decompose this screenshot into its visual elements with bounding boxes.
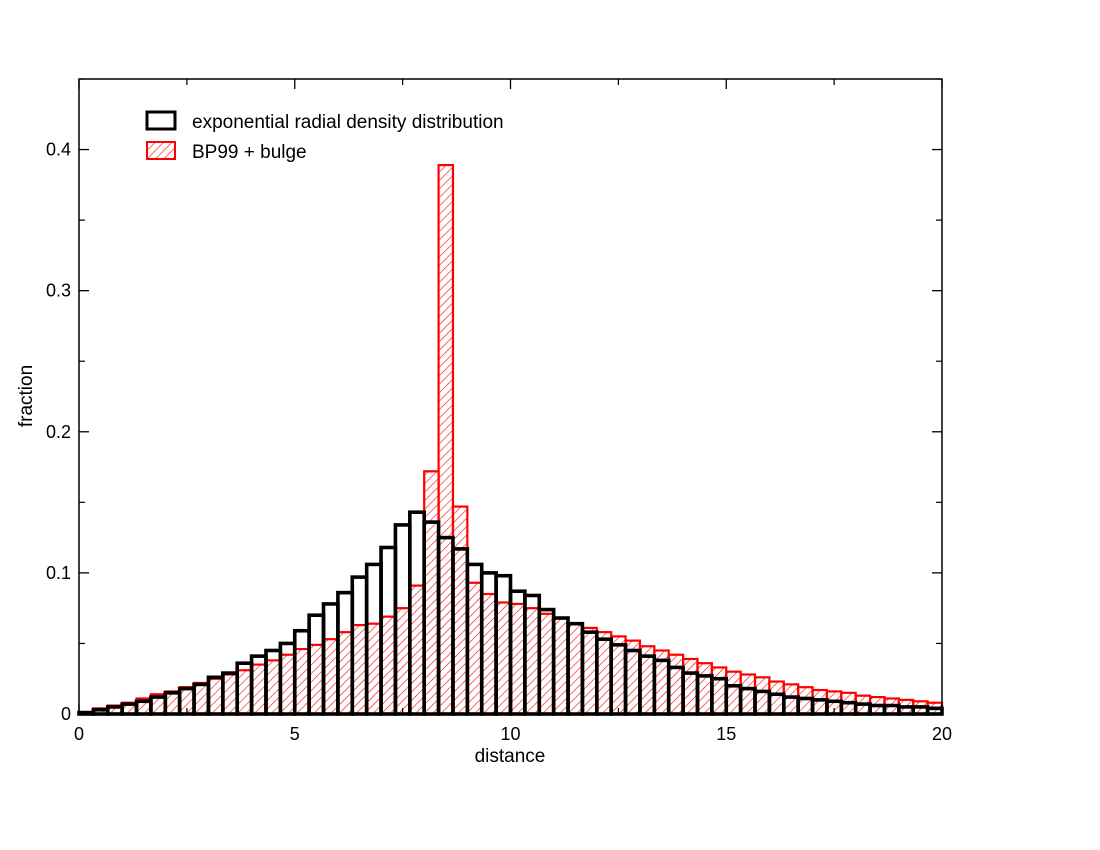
y-tick-label: 0.3 — [46, 281, 71, 301]
bp99-bar — [437, 163, 455, 716]
bp99-bar — [308, 643, 325, 716]
y-tick-label: 0.4 — [46, 140, 71, 160]
bp99-bar — [207, 677, 224, 716]
series-exponential-bars — [77, 510, 944, 716]
bp99-bar — [495, 601, 512, 716]
y-axis-label: fraction — [16, 365, 37, 427]
bp99-bar — [523, 607, 541, 716]
x-tick-label: 0 — [74, 724, 84, 744]
bp99-bar — [236, 669, 253, 716]
bp99-bar — [480, 592, 498, 716]
bp99-bar — [221, 673, 239, 716]
bp99-bar — [164, 690, 181, 716]
y-tick-label: 0.2 — [46, 422, 71, 442]
bp99-bar — [753, 676, 771, 716]
axis-ticks — [78, 78, 943, 715]
x-tick-label: 20 — [932, 724, 952, 744]
bp99-bar — [351, 623, 368, 716]
legend-swatch-exponential — [145, 110, 177, 131]
axis-tick-labels: 0 5 10 15 20 0 0.1 0.2 0.3 0.4 — [46, 140, 952, 744]
x-tick-label: 10 — [500, 724, 520, 744]
legend-label-bp99: BP99 + bulge — [192, 142, 307, 163]
bp99-bar — [365, 622, 383, 716]
bp99-bar — [667, 653, 685, 716]
bp99-bar — [768, 680, 785, 716]
bp99-bar — [739, 673, 757, 716]
bp99-bar — [725, 670, 742, 716]
bp99-bar — [595, 631, 613, 716]
bp99-bar — [250, 663, 268, 716]
bp99-bar — [538, 612, 555, 716]
bp99-bar — [451, 505, 469, 716]
x-axis-label: distance — [475, 746, 546, 767]
bp99-bar — [192, 681, 210, 716]
x-tick-label: 15 — [716, 724, 736, 744]
bp99-bar — [610, 635, 627, 716]
bp99-bar — [379, 615, 397, 716]
y-tick-label: 0 — [61, 704, 71, 724]
bp99-bar — [509, 602, 526, 716]
bp99-bar — [581, 626, 598, 716]
bp99-bar — [322, 638, 339, 716]
bp99-bar — [566, 622, 584, 716]
bp99-bar — [696, 662, 713, 716]
bp99-bar — [466, 581, 483, 716]
y-tick-label: 0.1 — [46, 563, 71, 583]
bp99-bar — [293, 647, 311, 716]
bp99-bar — [408, 584, 426, 716]
bp99-bar — [336, 631, 354, 716]
bp99-bar — [681, 657, 699, 716]
bp99-bar — [710, 666, 728, 716]
bp99-bar — [811, 688, 829, 716]
x-tick-label: 5 — [290, 724, 300, 744]
bp99-bar — [552, 616, 570, 716]
bp99-bar — [279, 653, 296, 716]
legend-swatch-bp99 — [146, 141, 176, 160]
legend-label-exponential: exponential radial density distribution — [192, 112, 504, 133]
bp99-bar — [394, 607, 411, 716]
bp99-bar — [264, 659, 282, 716]
bp99-bar — [797, 686, 814, 716]
bp99-bar — [423, 470, 440, 716]
legend: exponential radial density distribution … — [145, 110, 504, 163]
bp99-bar — [782, 683, 800, 716]
